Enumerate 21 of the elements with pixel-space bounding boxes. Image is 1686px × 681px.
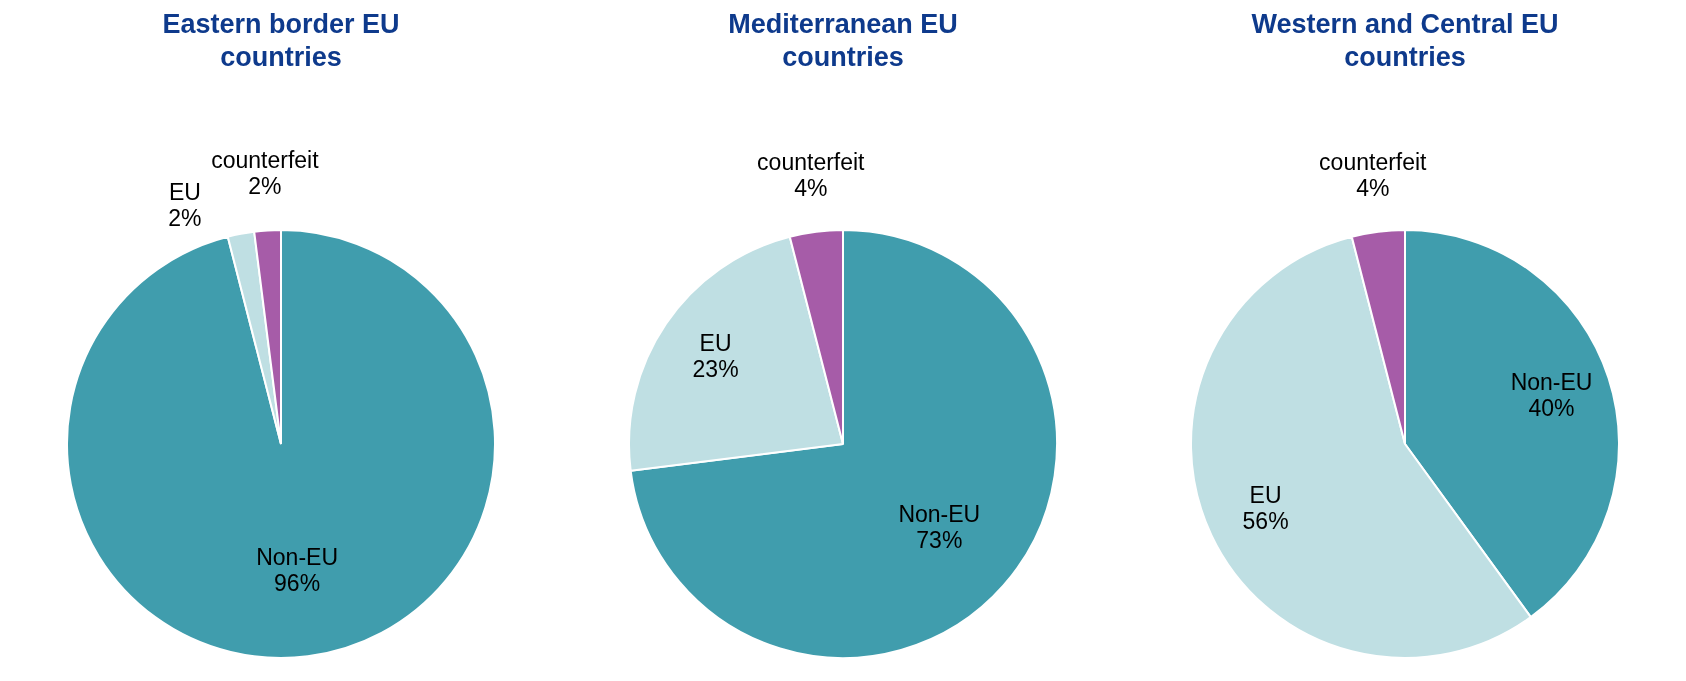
slice-label: EU [168, 179, 201, 206]
slice-label: EU [1249, 481, 1282, 508]
data-label: 96% [274, 569, 321, 596]
data-label: 4% [1356, 174, 1390, 201]
chart-title: Eastern border EU countries [161, 8, 401, 74]
slice-label: Non-EU [256, 543, 338, 570]
slice-label: Non-EU [1510, 368, 1593, 395]
data-label: 23% [692, 355, 739, 382]
slice-label: counterfeit [757, 148, 866, 175]
data-label: 2% [168, 205, 202, 232]
slice-label: EU [699, 329, 732, 356]
data-label: 56% [1242, 507, 1289, 534]
data-label: 2% [248, 173, 282, 200]
slice-label: Non-EU [898, 501, 981, 528]
chart-title: Western and Central EU countries [1250, 8, 1560, 74]
data-label: 40% [1528, 394, 1575, 421]
chart-title: Mediterranean EU countries [727, 8, 959, 74]
data-label: 73% [916, 527, 963, 554]
slice-label: counterfeit [211, 147, 320, 174]
data-label: 4% [794, 174, 828, 201]
slice-label: counterfeit [1319, 148, 1428, 175]
